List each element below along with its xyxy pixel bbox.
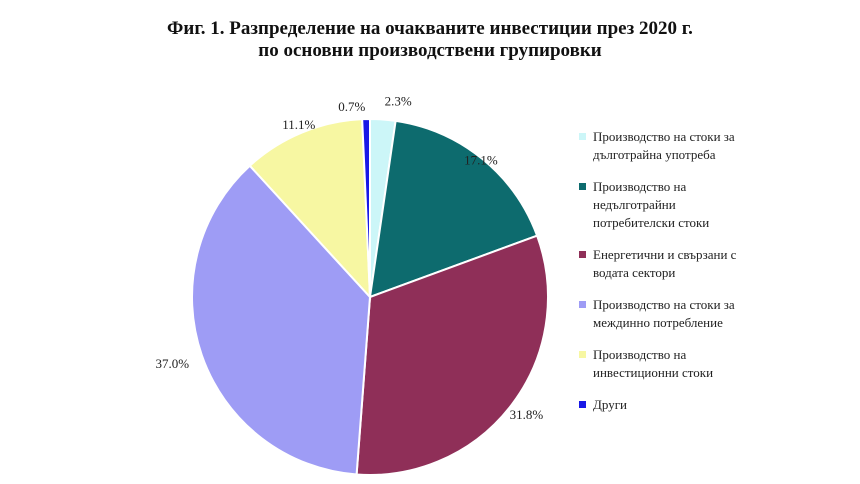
legend-swatch xyxy=(579,301,586,308)
legend-item: Производство на инвестиционни стоки xyxy=(579,346,749,382)
pie-slice xyxy=(191,164,372,476)
slice-value-label: 37.0% xyxy=(155,356,189,371)
chart-title: Фиг. 1. Разпределение на очакваните инве… xyxy=(0,18,860,62)
pie-slice xyxy=(361,117,371,298)
pie-slice xyxy=(368,119,539,299)
slice-value-label: 0.7% xyxy=(338,99,365,114)
legend-label: Други xyxy=(593,397,627,412)
slice-value-label: 31.8% xyxy=(510,407,544,422)
pie-slice xyxy=(355,234,549,476)
legend-label: Производство на стоки за дълготрайна упо… xyxy=(593,129,735,162)
legend-label: Производство на инвестиционни стоки xyxy=(593,347,714,380)
legend-item: Производство на стоки за междинно потреб… xyxy=(579,296,749,332)
legend-swatch xyxy=(579,133,586,140)
legend-item: Производство на недълготрайни потребител… xyxy=(579,178,749,232)
chart-title-line-1: Фиг. 1. Разпределение на очакваните инве… xyxy=(167,18,693,39)
legend-swatch xyxy=(579,351,586,358)
legend-swatch xyxy=(579,183,586,190)
legend-swatch xyxy=(579,401,586,408)
legend-item: Други xyxy=(579,396,749,414)
legend-label: Производство на недълготрайни потребител… xyxy=(593,179,710,230)
chart-title-line-2: по основни производствени групировки xyxy=(258,40,602,61)
slice-value-label: 11.1% xyxy=(282,117,315,132)
legend: Производство на стоки за дълготрайна упо… xyxy=(579,128,749,428)
legend-item: Енергетични и свързани с водата сектори xyxy=(579,246,749,282)
slice-value-label: 2.3% xyxy=(385,94,412,109)
legend-label: Енергетични и свързани с водата сектори xyxy=(593,247,737,280)
pie-slice xyxy=(248,118,372,300)
slice-value-label: 17.1% xyxy=(464,152,498,167)
legend-item: Производство на стоки за дълготрайна упо… xyxy=(579,128,749,164)
legend-swatch xyxy=(579,251,586,258)
legend-label: Производство на стоки за междинно потреб… xyxy=(593,297,735,330)
